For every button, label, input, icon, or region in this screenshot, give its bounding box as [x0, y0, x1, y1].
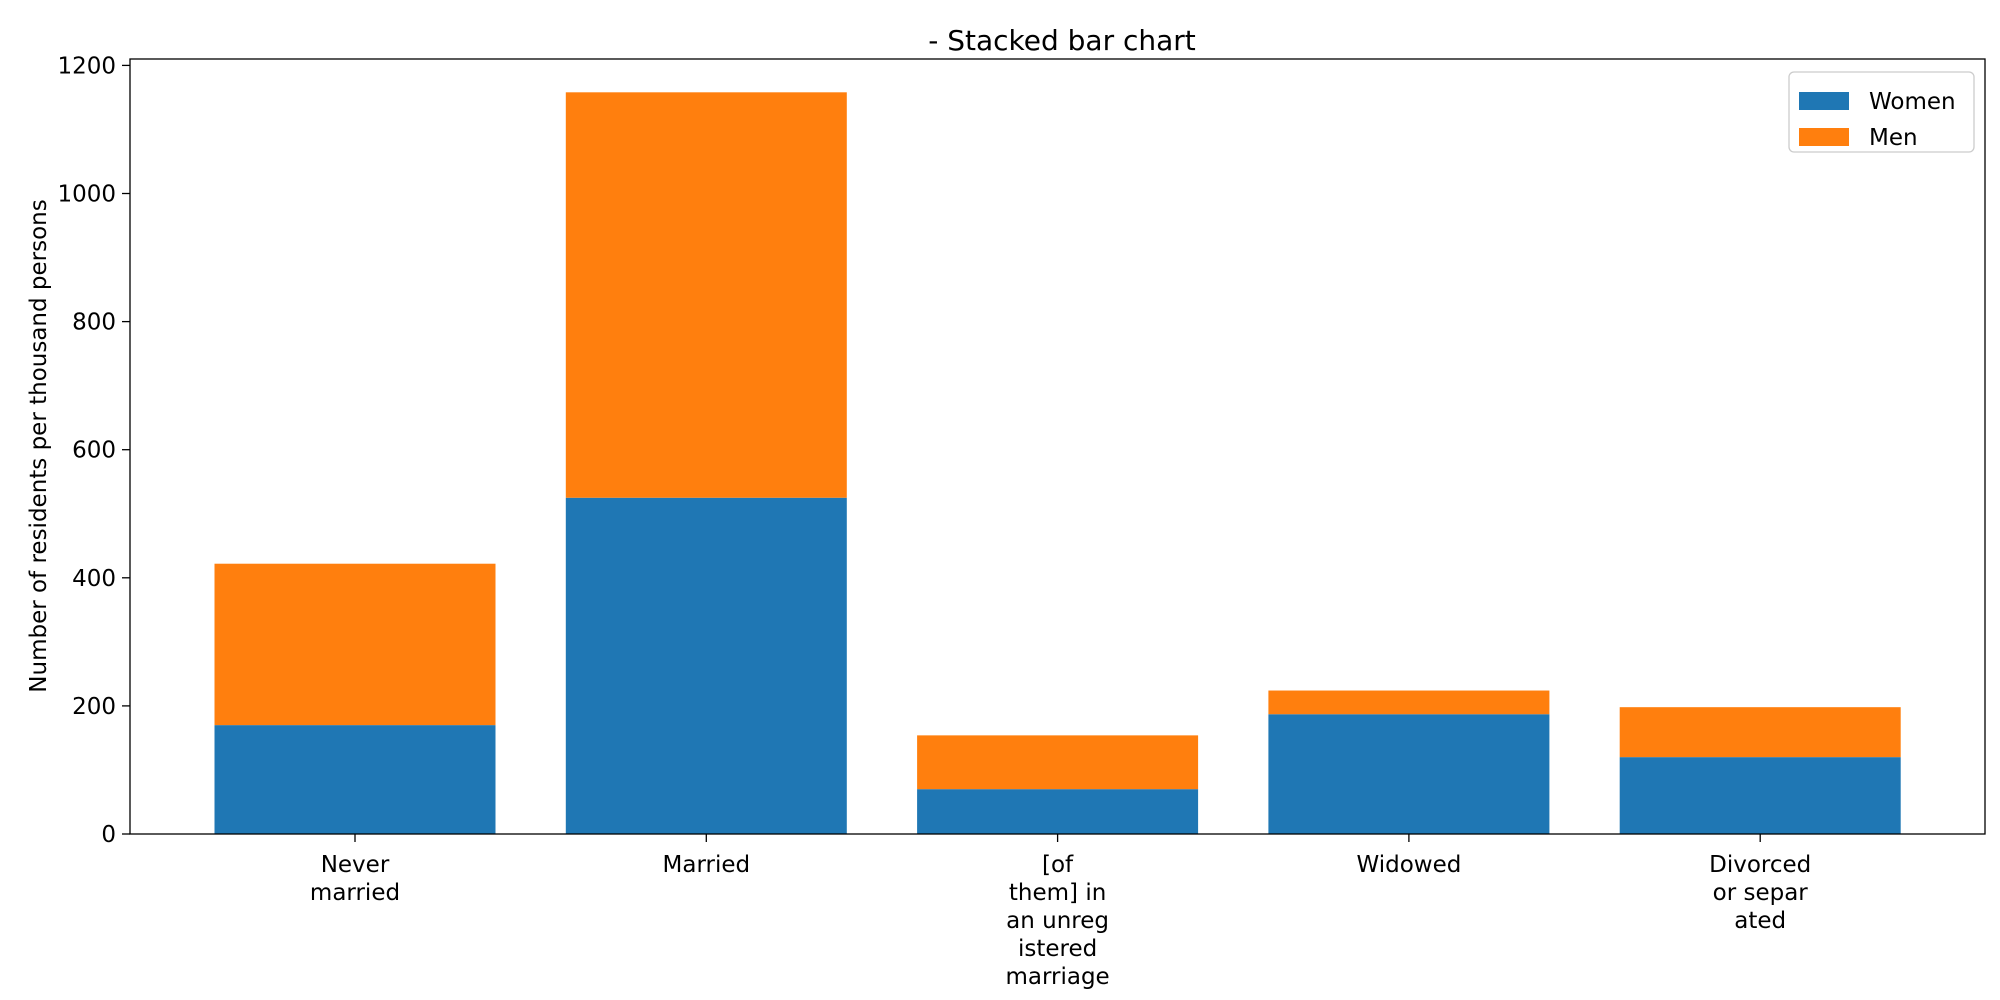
y-tick-label: 1000	[57, 182, 116, 208]
bar-women-0	[214, 725, 496, 834]
bar-women-4	[1619, 757, 1901, 834]
x-tick-label-4: Divorced or separ ated	[1709, 852, 1811, 934]
legend-label-women: Women	[1869, 89, 1956, 115]
x-tick-label-line: Widowed	[1356, 852, 1461, 878]
bar-women-2	[917, 789, 1199, 834]
x-tick-label-3: Widowed	[1356, 852, 1461, 878]
x-tick-label-line: ated	[1734, 908, 1786, 934]
bars-group	[214, 92, 1901, 834]
chart-title: - Stacked bar chart	[928, 24, 1196, 57]
legend-swatch-women	[1799, 92, 1849, 110]
bar-men-4	[1619, 707, 1901, 758]
y-tick-label: 600	[72, 438, 116, 464]
x-tick-label-line: Never	[321, 852, 390, 878]
y-axis-label: Number of residents per thousand persons	[26, 199, 52, 692]
x-tick-label-line: an unreg	[1006, 908, 1109, 934]
x-tick-label-line: [of	[1042, 852, 1074, 878]
bar-men-0	[214, 563, 496, 726]
bar-men-3	[1268, 690, 1550, 715]
x-tick-label-line: married	[310, 880, 400, 906]
bar-women-3	[1268, 714, 1550, 834]
legend-swatch-men	[1799, 128, 1849, 146]
bar-men-1	[565, 92, 847, 498]
x-tick-label-line: them] in	[1009, 880, 1106, 906]
x-tick-label-line: marriage	[1005, 964, 1109, 990]
y-tick-label: 1200	[57, 53, 116, 79]
y-tick-label: 200	[72, 694, 116, 720]
x-tick-label-line: istered	[1018, 936, 1097, 962]
x-axis: Never married Married [of them] in an unreg is…	[310, 834, 1811, 990]
x-tick-label-1: Married	[663, 852, 751, 878]
x-tick-label-line: Divorced	[1709, 852, 1811, 878]
legend-label-men: Men	[1869, 125, 1918, 151]
y-tick-label: 0	[101, 822, 116, 848]
x-tick-label-0: Never married	[310, 852, 400, 906]
x-tick-label-line: or separ	[1713, 880, 1809, 906]
y-tick-label: 800	[72, 310, 116, 336]
x-tick-label-line: Married	[663, 852, 751, 878]
legend: Women Men	[1788, 71, 1975, 153]
bar-men-2	[917, 735, 1199, 790]
y-axis: 0 200 400 600 800 1000 1200	[57, 53, 130, 848]
bar-women-1	[565, 497, 847, 834]
y-tick-label: 400	[72, 566, 116, 592]
x-tick-label-2: [of them] in an unreg istered marriage	[1005, 852, 1109, 990]
